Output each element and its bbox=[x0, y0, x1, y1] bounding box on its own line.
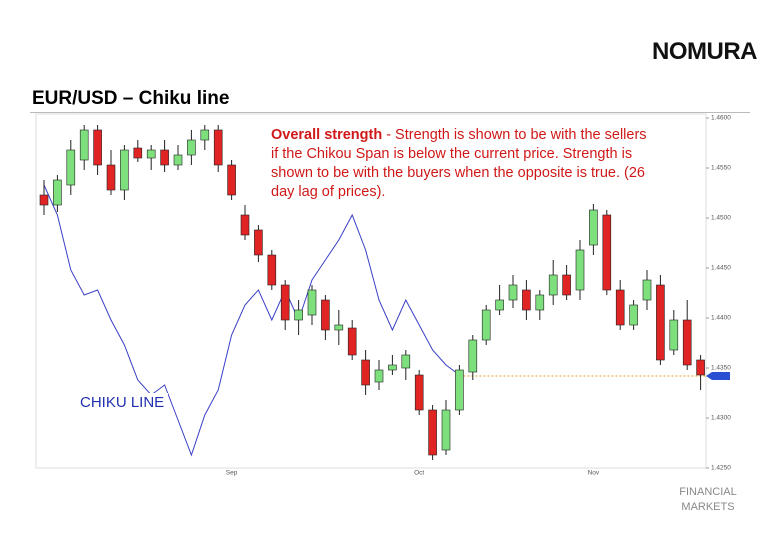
chikou-label: CHIKU LINE bbox=[76, 393, 169, 412]
candle-body bbox=[120, 149, 129, 191]
y-tick-label: 1.4250 bbox=[711, 465, 731, 472]
candle-body bbox=[388, 364, 397, 371]
candle-body bbox=[227, 164, 236, 196]
plot-area bbox=[35, 113, 707, 469]
candle-body bbox=[280, 284, 290, 321]
candle-body bbox=[361, 359, 370, 386]
candle-body bbox=[495, 299, 504, 311]
candle-body bbox=[575, 249, 585, 291]
candle-body bbox=[334, 324, 344, 331]
candle-body bbox=[615, 289, 625, 326]
x-tick-label: Nov bbox=[588, 470, 600, 477]
x-tick-label: Sep bbox=[226, 470, 238, 477]
candle-body bbox=[267, 254, 277, 286]
chikou-line bbox=[43, 184, 460, 457]
candle-body bbox=[294, 309, 303, 321]
candle-body bbox=[656, 284, 665, 361]
candle-body bbox=[468, 339, 478, 373]
candle-body bbox=[508, 284, 518, 301]
logo: NOMURA bbox=[652, 38, 758, 65]
y-tick-label: 1.4600 bbox=[711, 115, 731, 122]
candle-body bbox=[321, 299, 330, 331]
candle-body bbox=[682, 319, 692, 366]
candle-body bbox=[187, 139, 196, 156]
x-tick-label: Oct bbox=[414, 470, 424, 477]
candle-body bbox=[522, 289, 531, 311]
footer-line: FINANCIAL bbox=[679, 486, 737, 498]
candle-body bbox=[93, 129, 102, 166]
candle-body bbox=[401, 354, 411, 369]
candle-body bbox=[347, 327, 357, 356]
candle-body bbox=[213, 129, 223, 166]
candle-body bbox=[548, 274, 558, 296]
candle-body bbox=[441, 409, 451, 451]
candle-body bbox=[146, 149, 156, 159]
candle-body bbox=[374, 369, 384, 383]
candle-body bbox=[455, 369, 464, 411]
current-price-marker bbox=[706, 372, 730, 380]
y-tick-label: 1.4500 bbox=[711, 215, 731, 222]
candle-body bbox=[79, 129, 89, 161]
candle-body bbox=[629, 304, 638, 326]
candle-body bbox=[535, 294, 545, 311]
annotation-title: Overall strength bbox=[271, 127, 383, 143]
candle-body bbox=[160, 149, 169, 166]
candle-body bbox=[240, 214, 250, 236]
candle-body bbox=[106, 164, 116, 191]
candle-body bbox=[696, 359, 705, 376]
y-tick-label: 1.4450 bbox=[711, 265, 731, 272]
candle-body bbox=[173, 154, 183, 166]
y-tick-label: 1.4400 bbox=[711, 315, 731, 322]
candle-body bbox=[562, 274, 571, 296]
candle-body bbox=[66, 149, 76, 186]
candle-body bbox=[53, 179, 62, 206]
candle-body bbox=[414, 374, 424, 411]
candle-body bbox=[428, 409, 437, 456]
annotation: Overall strength - Strength is shown to b… bbox=[268, 124, 659, 204]
candle-body bbox=[669, 319, 679, 351]
y-tick-label: 1.4300 bbox=[711, 415, 731, 422]
y-tick-label: 1.4550 bbox=[711, 165, 731, 172]
divider bbox=[30, 112, 750, 113]
candle-body bbox=[39, 194, 49, 206]
slide-title: EUR/USD – Chiku line bbox=[32, 88, 230, 109]
candle-body bbox=[481, 309, 491, 341]
footer: FINANCIAL MARKETS bbox=[672, 485, 744, 515]
candle-body bbox=[133, 147, 143, 159]
candle-body bbox=[602, 214, 612, 291]
annotation-text: - Strength is shown to be with the selle… bbox=[271, 127, 647, 200]
y-tick-label: 1.4350 bbox=[711, 365, 731, 372]
footer-line: MARKETS bbox=[681, 501, 735, 513]
candle-body bbox=[589, 209, 598, 246]
candle-body bbox=[642, 279, 652, 301]
candle-body bbox=[307, 289, 317, 316]
candle-body bbox=[254, 229, 263, 256]
candle-body bbox=[200, 129, 210, 141]
